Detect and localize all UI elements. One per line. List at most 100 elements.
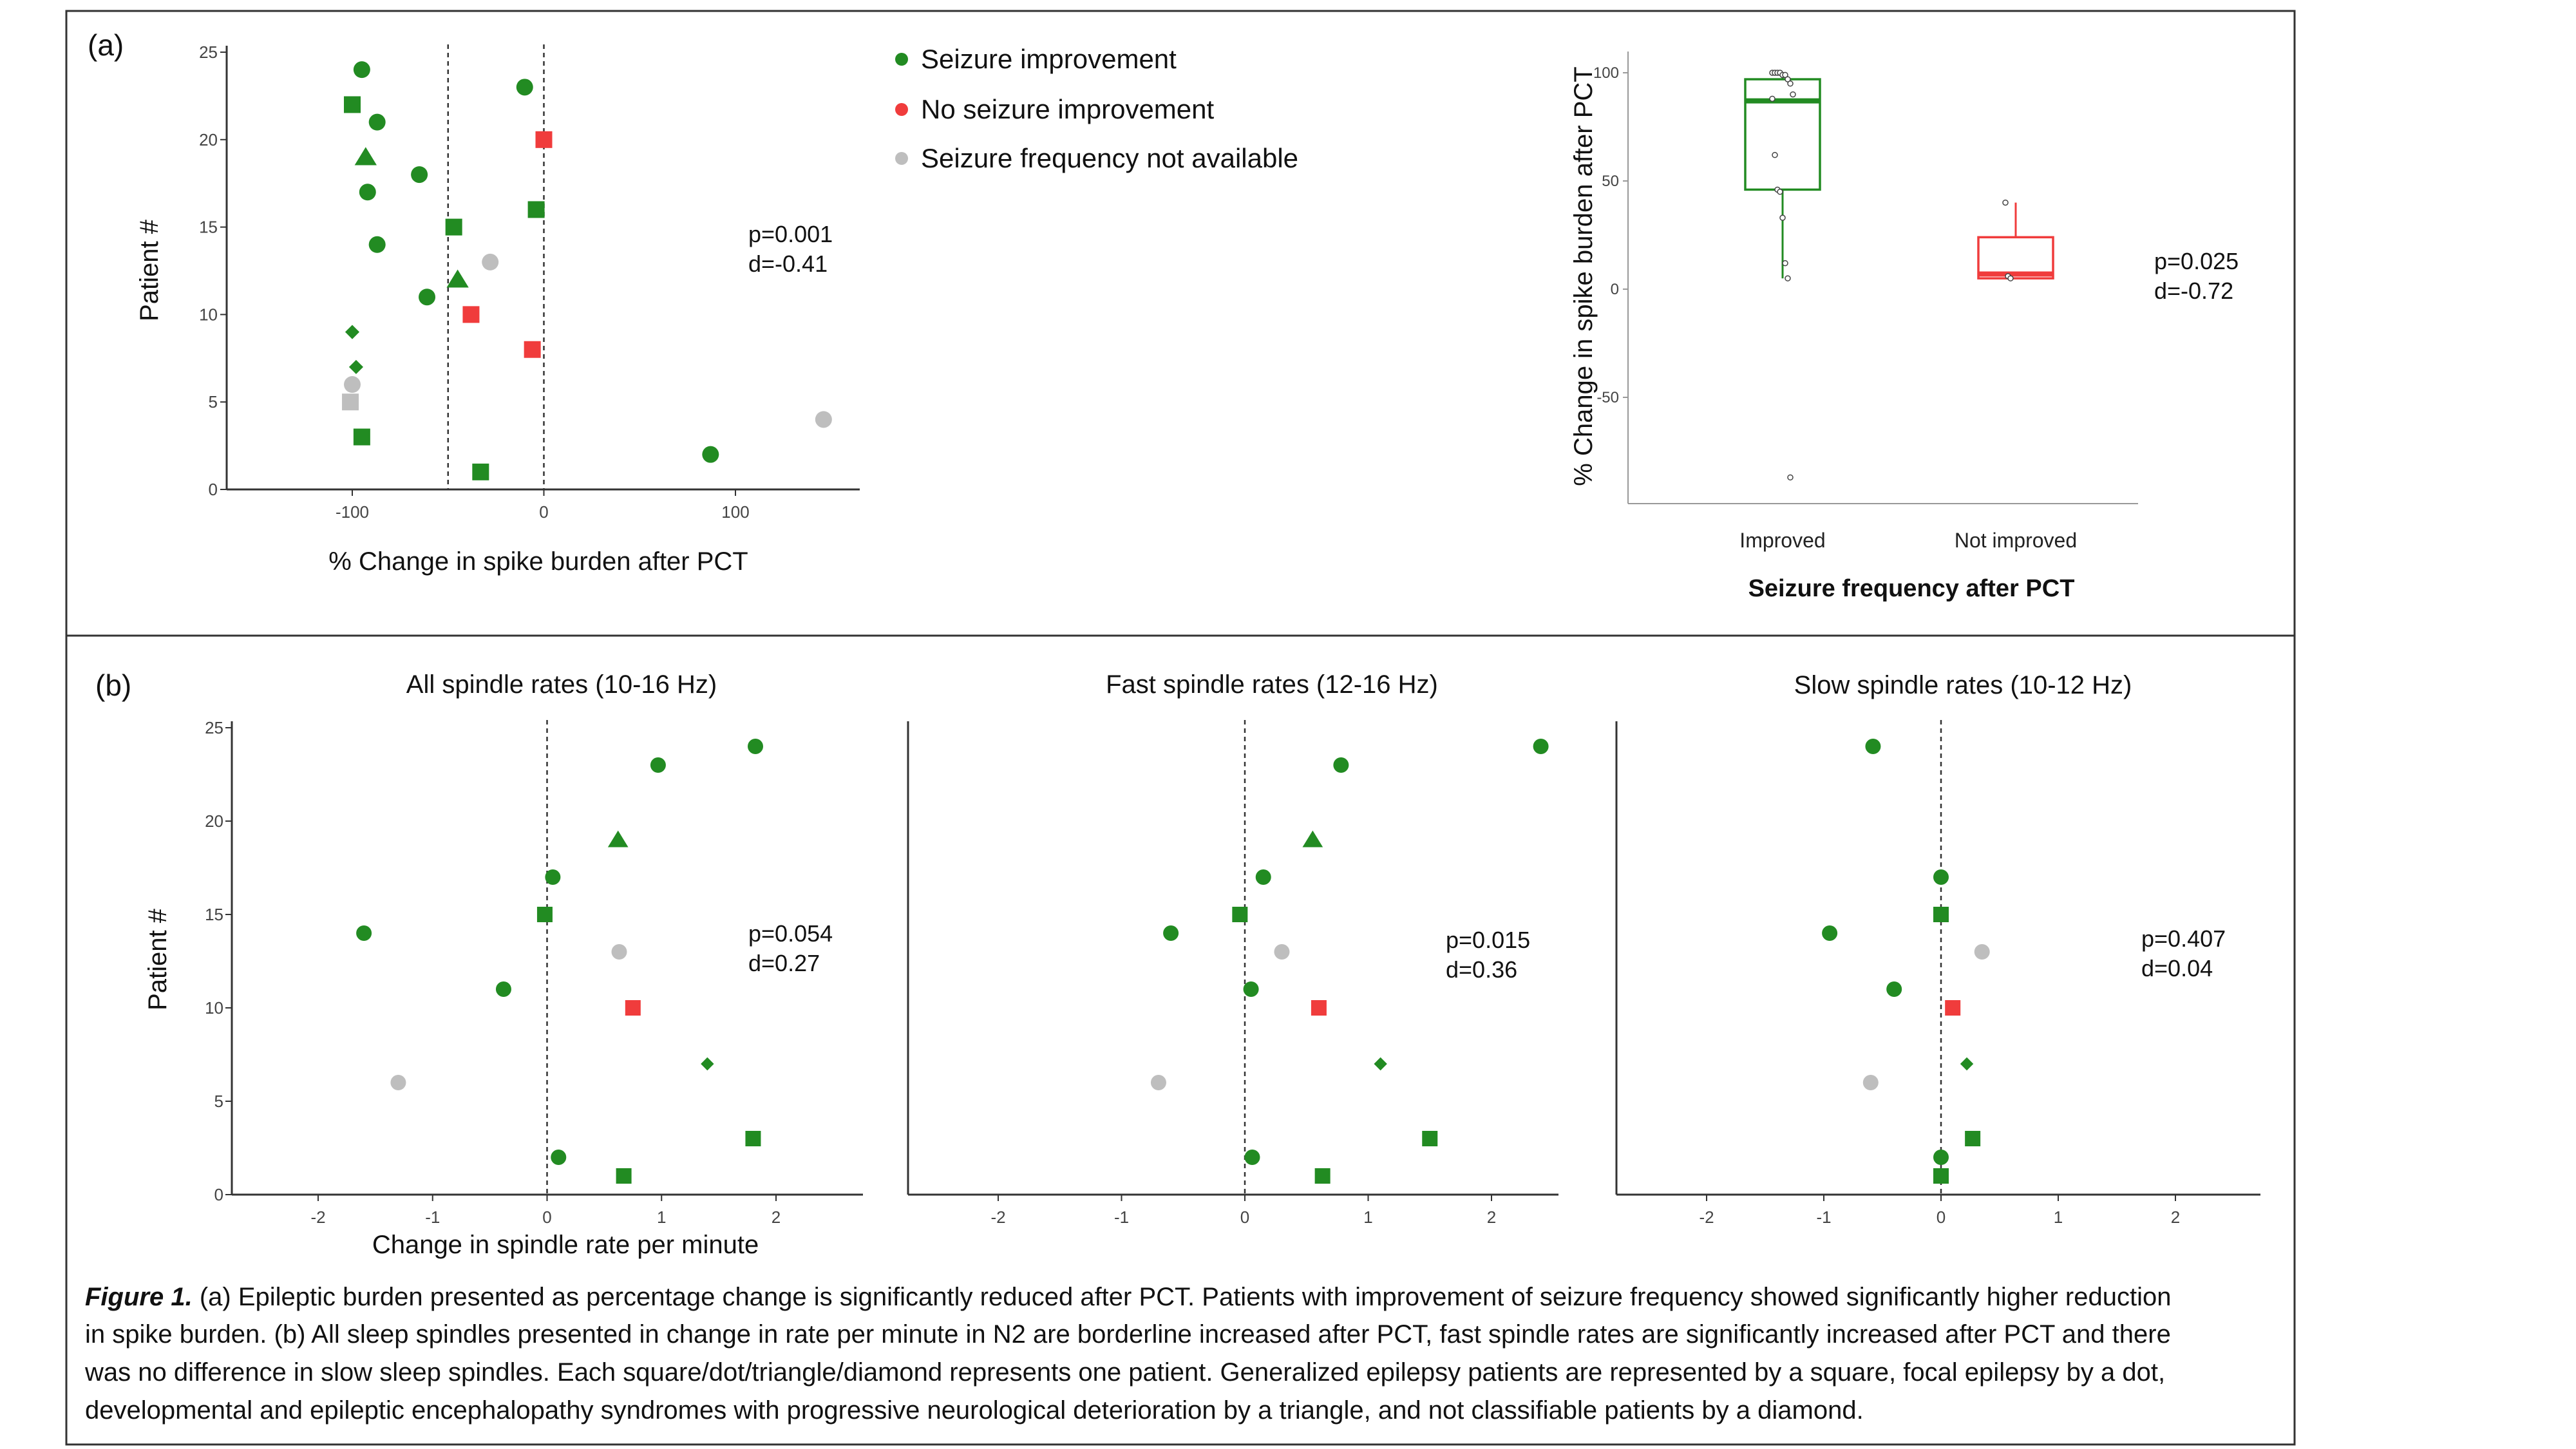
data-point-patient-11 — [419, 289, 436, 306]
category-label: Improved — [1739, 529, 1825, 552]
x-axis-label: Change in spindle rate per minute — [372, 1231, 759, 1259]
box-point — [1777, 189, 1783, 195]
data-point-patient-1 — [1933, 1168, 1949, 1184]
x-tick-label: 1 — [657, 1208, 666, 1227]
data-point-patient-10 — [1311, 1000, 1327, 1016]
data-point-patient-23 — [1333, 757, 1349, 773]
data-point-patient-16 — [527, 201, 545, 218]
data-point-patient-5 — [342, 393, 359, 411]
y-tick-label: 10 — [205, 998, 223, 1018]
category-label: Not improved — [1955, 529, 2077, 552]
data-point-patient-7 — [1960, 1057, 1974, 1071]
x-tick-label: 0 — [1937, 1208, 1946, 1227]
y-tick-label: 20 — [205, 811, 223, 831]
x-tick-label: 2 — [1487, 1208, 1496, 1227]
y-axis-label: Patient # — [144, 908, 172, 1010]
chart-all-spindle-rates: 0 5 10 15 20 25 -2 -1 0 1 2 All spindle rates (10-1… — [144, 670, 863, 1259]
box-group-1: Not improved — [1955, 199, 2077, 552]
data-point-patient-15 — [536, 907, 553, 922]
y-tick-label: -50 — [1596, 389, 1619, 406]
data-point-patient-13 — [482, 253, 499, 270]
legend-item-improved: Seizure improvement — [895, 44, 1177, 74]
box-point — [1769, 95, 1776, 102]
data-point-patient-3 — [745, 1131, 761, 1146]
data-point-patient-14 — [356, 925, 372, 941]
legend-marker-na — [895, 152, 908, 165]
data-point-patient-1 — [1314, 1168, 1331, 1184]
x-tick-label: 0 — [539, 502, 548, 522]
x-tick-label: 100 — [721, 502, 749, 522]
legend-label-not-improved: No seizure improvement — [921, 94, 1215, 124]
y-tick-label: 0 — [214, 1185, 223, 1204]
data-point-patient-1 — [472, 463, 489, 480]
caption-line-4: developmental and epileptic encephalopat… — [85, 1396, 1864, 1425]
box-point — [1779, 214, 1786, 221]
data-point-patient-24 — [748, 739, 764, 754]
p-value: p=0.407 — [2141, 925, 2226, 952]
data-point-patient-24 — [1533, 739, 1549, 754]
box-point — [1785, 76, 1791, 82]
p-value: p=0.054 — [748, 920, 833, 947]
data-point-patient-6 — [390, 1075, 406, 1090]
caption-line-2: in spike burden. (b) All sleep spindles … — [85, 1320, 2171, 1349]
panel-b-label: (b) — [95, 668, 131, 702]
data-point-patient-11 — [1886, 981, 1902, 997]
data-point-patient-6 — [1150, 1075, 1166, 1090]
y-tick-label: 15 — [199, 218, 218, 237]
data-point-patient-23 — [516, 79, 533, 96]
y-tick-label: 0 — [209, 480, 218, 499]
p-value: p=0.001 — [748, 221, 833, 247]
data-point-patient-17 — [1933, 869, 1949, 885]
effect-size: d=-0.72 — [2154, 278, 2233, 304]
effect-size: d=0.04 — [2141, 955, 2213, 981]
x-tick-label: 0 — [542, 1208, 551, 1227]
x-tick-label: 2 — [772, 1208, 781, 1227]
data-point-patient-24 — [353, 61, 370, 79]
data-point-patient-17 — [1255, 869, 1271, 885]
legend-marker-not-improved — [895, 103, 908, 116]
p-value: p=0.025 — [2154, 248, 2239, 274]
data-point-patient-7 — [701, 1057, 714, 1071]
caption-line-1-text: (a) Epileptic burden presented as percen… — [193, 1283, 2172, 1311]
y-tick-label: 10 — [199, 305, 218, 324]
data-point-patient-8 — [524, 341, 541, 358]
data-point-patient-14 — [1163, 925, 1179, 941]
legend-item-na: Seizure frequency not available — [895, 143, 1298, 173]
box-point — [1787, 474, 1794, 481]
box-point — [1785, 275, 1791, 281]
legend: Seizure improvement No seizure improveme… — [895, 44, 1298, 173]
data-point-patient-7 — [1374, 1057, 1387, 1071]
data-point-patient-19 — [607, 830, 629, 848]
box-point — [1782, 260, 1788, 267]
y-tick-label: 25 — [199, 43, 218, 62]
x-tick-label: -1 — [425, 1208, 440, 1227]
data-point-patient-24 — [1865, 739, 1881, 754]
caption-label: Figure 1. — [85, 1283, 193, 1311]
x-axis-label: Seizure frequency after PCT — [1748, 575, 2075, 602]
chart-spike-burden-scatter: 0 5 10 15 20 25 -100 0 100 Patient # % Change in s… — [135, 43, 860, 576]
chart-title: Slow spindle rates (10-12 Hz) — [1794, 671, 2132, 699]
data-point-patient-1 — [616, 1168, 632, 1184]
caption-line-1: Figure 1. (a) Epileptic burden presented… — [85, 1283, 2171, 1311]
data-point-patient-10 — [462, 306, 480, 323]
effect-size: d=0.36 — [1446, 956, 1517, 983]
y-tick-label: 5 — [214, 1092, 223, 1111]
panel-a-label: (a) — [88, 28, 124, 62]
data-point-patient-22 — [344, 96, 361, 113]
legend-marker-improved — [895, 53, 908, 66]
data-point-patient-17 — [359, 184, 376, 201]
data-point-patient-17 — [545, 869, 561, 885]
box-point — [1787, 80, 1794, 87]
data-point-patient-2 — [551, 1150, 567, 1165]
data-point-patient-21 — [368, 113, 386, 131]
x-tick-label: -2 — [990, 1208, 1005, 1227]
y-tick-label: 100 — [1593, 64, 1619, 82]
data-point-patient-12 — [446, 269, 469, 288]
data-point-patient-11 — [495, 981, 511, 997]
data-point-patient-3 — [1965, 1131, 1981, 1146]
y-tick-label: 5 — [209, 392, 218, 412]
legend-label-improved: Seizure improvement — [921, 44, 1177, 74]
data-point-patient-2 — [1933, 1150, 1949, 1165]
box-point — [1772, 151, 1778, 158]
data-point-patient-15 — [1933, 907, 1949, 922]
